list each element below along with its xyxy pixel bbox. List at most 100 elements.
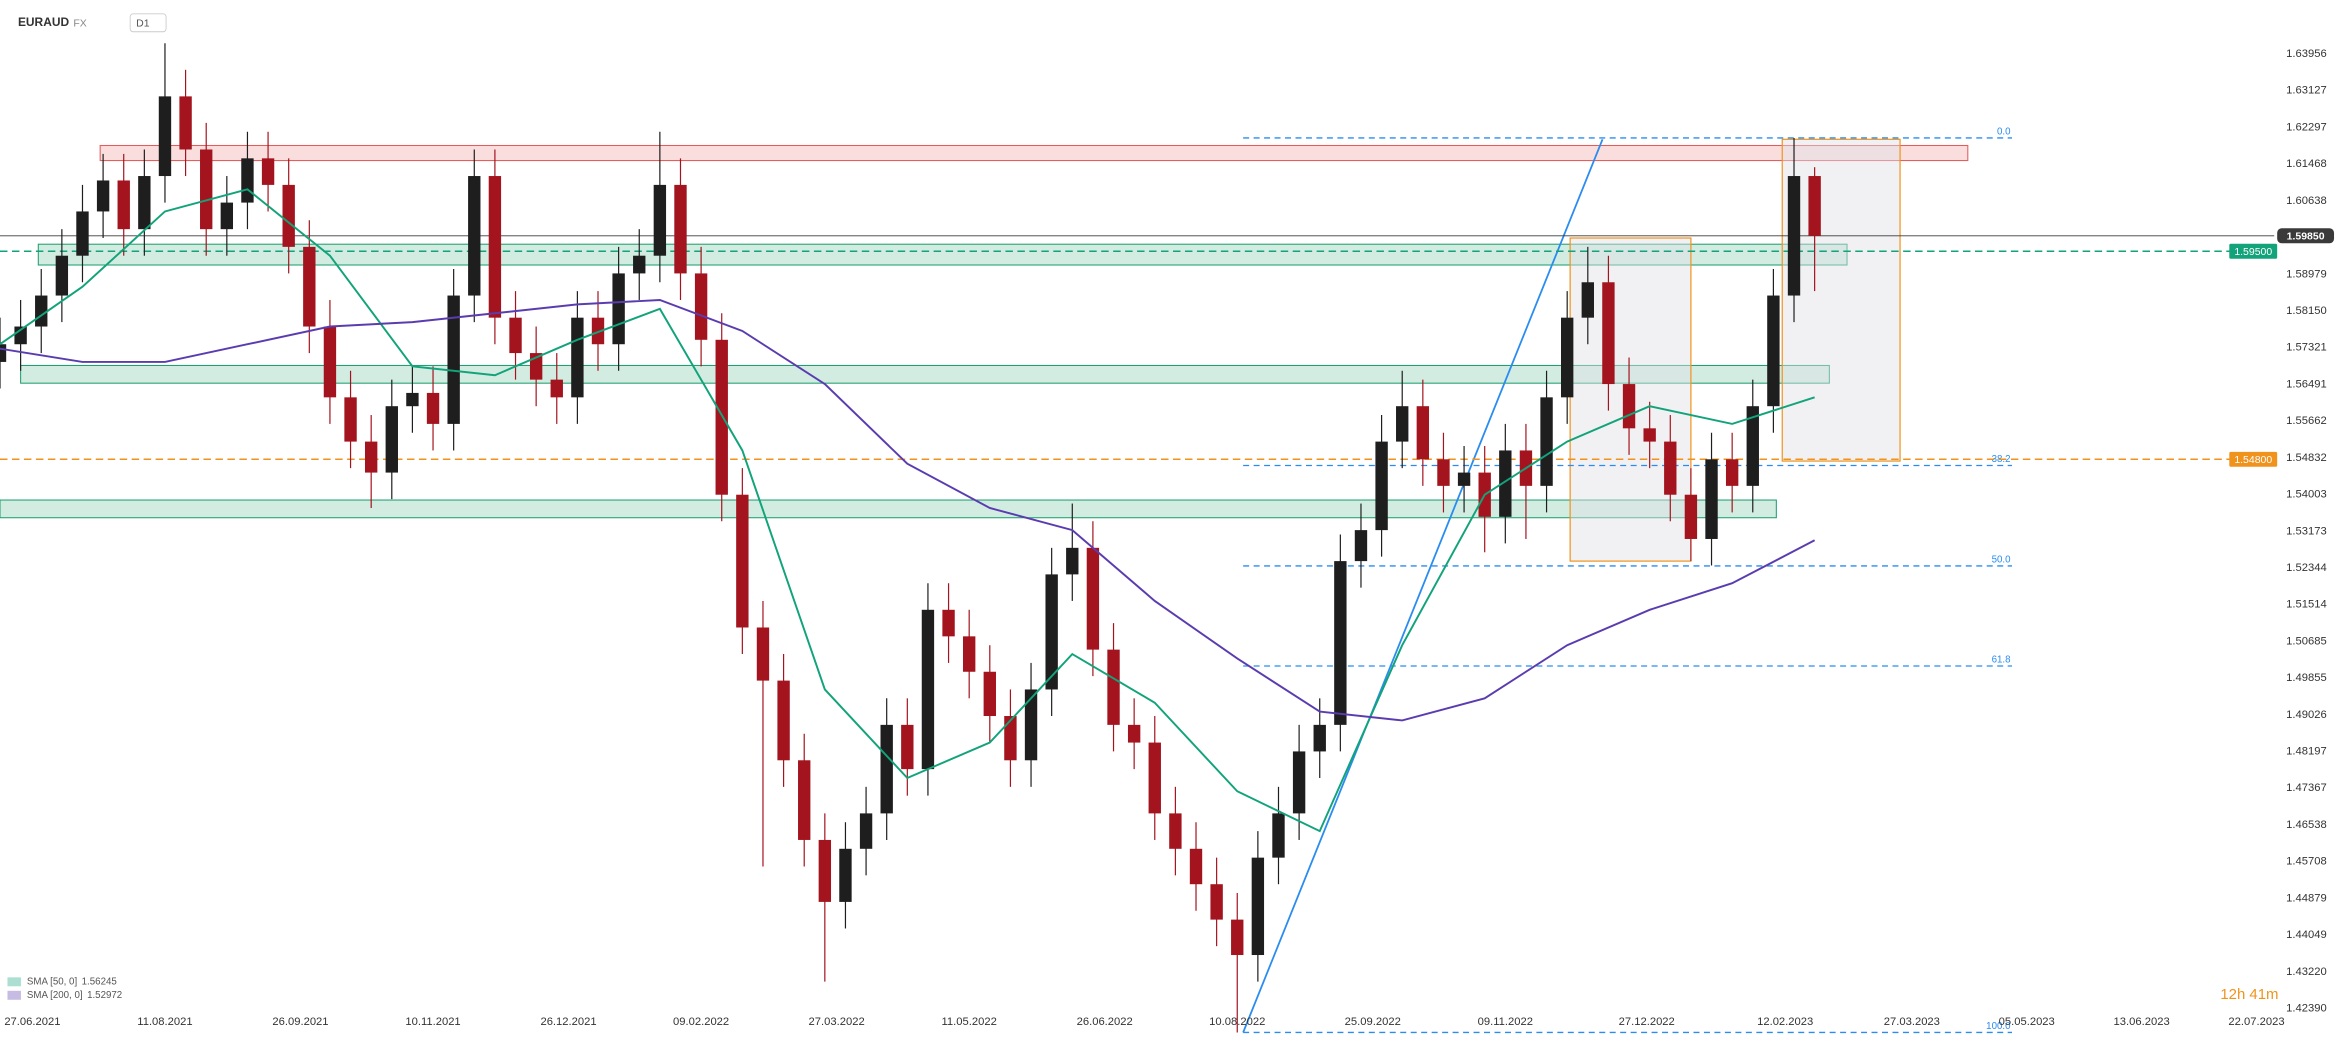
y-tick-label: 1.58979 xyxy=(2286,268,2327,280)
y-tick-label: 1.58150 xyxy=(2286,305,2327,317)
zone xyxy=(0,499,1777,519)
candle-body xyxy=(1767,295,1780,407)
candle-body xyxy=(385,406,398,473)
market: FX xyxy=(73,18,86,29)
candle-body xyxy=(488,176,502,318)
sma-line xyxy=(0,188,1815,833)
candle-body xyxy=(1602,282,1615,385)
candle-body xyxy=(323,326,337,398)
candle-body xyxy=(839,848,852,902)
candle-body xyxy=(859,813,873,849)
candle-body xyxy=(1705,459,1718,539)
x-tick-label: 25.09.2022 xyxy=(1345,1016,1401,1028)
candle-body xyxy=(1066,547,1079,575)
candle-body xyxy=(96,180,110,212)
x-tick-label: 09.02.2022 xyxy=(673,1016,729,1028)
price-label-box xyxy=(2277,228,2335,244)
y-tick-label: 1.45708 xyxy=(2286,856,2327,868)
x-tick-label: 12.02.2023 xyxy=(1757,1016,1813,1028)
candle-body xyxy=(633,255,646,274)
candle-body xyxy=(509,317,522,354)
price-label: 1.59850 xyxy=(2287,231,2325,242)
candle-body xyxy=(1086,547,1100,650)
y-tick-label: 1.55662 xyxy=(2286,415,2327,427)
candle-body xyxy=(901,724,914,770)
candle-body xyxy=(179,96,192,150)
x-tick-label: 10.08.2022 xyxy=(1209,1016,1265,1028)
y-tick-label: 1.50685 xyxy=(2286,635,2327,647)
candle-body xyxy=(117,180,130,230)
x-tick-label: 11.08.2021 xyxy=(137,1016,192,1028)
candle-body xyxy=(447,295,460,424)
x-tick-label: 22.07.2023 xyxy=(2228,1016,2284,1028)
candle-body xyxy=(1540,397,1553,486)
candles xyxy=(0,43,1821,1033)
y-tick-label: 1.42390 xyxy=(2286,1003,2327,1015)
y-tick-label: 1.62297 xyxy=(2286,121,2327,133)
candle-body xyxy=(406,392,419,407)
y-tick-label: 1.56491 xyxy=(2286,378,2327,390)
interval-button[interactable] xyxy=(129,13,167,33)
price-label: 1.54800 xyxy=(2234,455,2272,466)
candle-body xyxy=(612,273,625,345)
zone xyxy=(99,144,1969,162)
x-tick-label: 27.06.2021 xyxy=(4,1016,60,1028)
symbol: EURAUD xyxy=(18,15,70,29)
y-tick-label: 1.49855 xyxy=(2286,672,2327,684)
fib-label: 50.0 xyxy=(1992,555,2012,566)
candle-body xyxy=(1437,459,1450,486)
fib-label: 0.0 xyxy=(1997,127,2011,138)
legend-swatch xyxy=(7,977,21,987)
x-tick-label: 26.09.2021 xyxy=(272,1016,328,1028)
candle-body xyxy=(1334,561,1347,725)
y-tick-label: 1.44879 xyxy=(2286,892,2327,904)
candle-body xyxy=(736,494,749,628)
candle-body xyxy=(550,379,563,398)
candle-body xyxy=(1024,689,1038,761)
candle-body xyxy=(1189,848,1203,885)
sma-line xyxy=(0,298,1816,722)
candle-body xyxy=(571,317,584,398)
candle-body xyxy=(158,96,172,177)
x-tick-label: 26.06.2022 xyxy=(1077,1016,1133,1028)
legend-name: SMA [50, 0] xyxy=(27,976,77,987)
candle-body xyxy=(220,202,234,230)
y-tick-label: 1.54832 xyxy=(2286,452,2327,464)
fib-label: 61.8 xyxy=(1992,655,2011,666)
candle-body xyxy=(1499,450,1512,517)
x-tick-label: 11.05.2022 xyxy=(942,1016,997,1028)
y-tick-label: 1.48197 xyxy=(2286,746,2327,758)
candle-body xyxy=(76,211,89,256)
trendline xyxy=(1242,138,1604,1033)
fib-label: 100.0 xyxy=(1986,1021,2011,1032)
candle-body xyxy=(1354,530,1368,562)
y-tick-label: 1.63127 xyxy=(2286,85,2327,97)
candle-body xyxy=(261,158,275,185)
y-tick-label: 1.54003 xyxy=(2286,489,2327,501)
candle-body xyxy=(756,627,770,681)
candle-body xyxy=(426,392,440,424)
candle-body xyxy=(1787,176,1801,296)
candle-body xyxy=(1231,919,1244,956)
candle-body xyxy=(942,609,955,637)
x-tick-label: 27.12.2022 xyxy=(1619,1016,1675,1028)
x-tick-label: 13.06.2023 xyxy=(2114,1016,2170,1028)
y-tick-label: 1.53173 xyxy=(2286,525,2327,537)
candle-body xyxy=(880,724,893,814)
price-label-box xyxy=(2229,243,2278,259)
interval[interactable]: D1 xyxy=(136,18,150,29)
candle-body xyxy=(653,184,667,256)
candle-body xyxy=(962,636,976,672)
x-tick-label: 27.03.2022 xyxy=(809,1016,865,1028)
y-tick-label: 1.52344 xyxy=(2286,562,2327,574)
candle-body xyxy=(1169,813,1182,849)
candle-body xyxy=(138,176,151,230)
y-tick-label: 1.46538 xyxy=(2286,819,2327,831)
x-tick-label: 09.11.2022 xyxy=(1478,1016,1533,1028)
candle-body xyxy=(1004,716,1017,761)
candle-body xyxy=(983,671,996,717)
candle-body xyxy=(1560,317,1574,398)
candle-body xyxy=(1684,494,1698,539)
